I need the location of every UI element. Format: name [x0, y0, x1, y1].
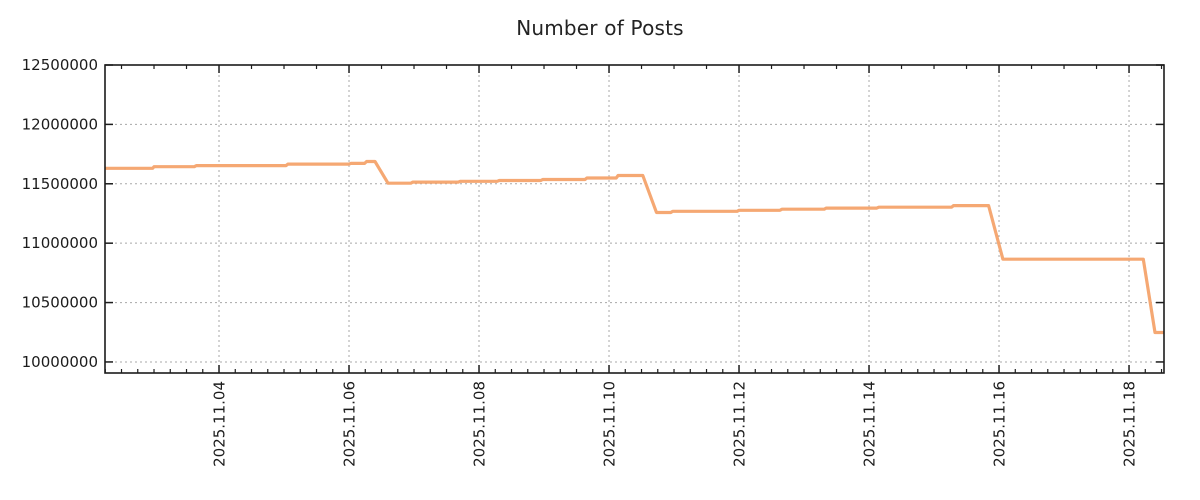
x-tick-label: 2025.11.04 — [211, 381, 229, 467]
x-tick-labels: 2025.11.04 2025.11.06 2025.11.08 2025.11.10… — [211, 381, 1139, 467]
y-tick-label: 10500000 — [22, 294, 98, 312]
x-tick-label: 2025.11.18 — [1121, 381, 1139, 467]
y-tick-label: 12000000 — [22, 115, 98, 133]
x-tick-label: 2025.11.08 — [471, 381, 489, 467]
plot-box — [104, 64, 1165, 374]
y-tick-label: 11500000 — [22, 175, 98, 193]
series-line — [105, 159, 1165, 335]
y-tick-label: 12500000 — [22, 56, 98, 74]
chart-title: Number of Posts — [516, 16, 684, 40]
x-tick-label: 2025.11.14 — [861, 381, 879, 467]
x-tick-label: 2025.11.16 — [991, 381, 1009, 467]
posts-line — [105, 159, 1165, 335]
x-gridlines — [218, 65, 1130, 373]
y-tick-label: 11000000 — [22, 234, 98, 252]
plot-border — [104, 64, 1165, 374]
x-tick-label: 2025.11.10 — [601, 381, 619, 467]
y-tick-labels: 10000000 10500000 11000000 11500000 12000000… — [22, 56, 98, 371]
y-tick-label: 10000000 — [22, 353, 98, 371]
y-gridlines — [105, 123, 1164, 363]
x-tick-label: 2025.11.12 — [731, 381, 749, 467]
x-tick-label: 2025.11.06 — [341, 381, 359, 467]
axis-ticks — [104, 64, 1164, 373]
